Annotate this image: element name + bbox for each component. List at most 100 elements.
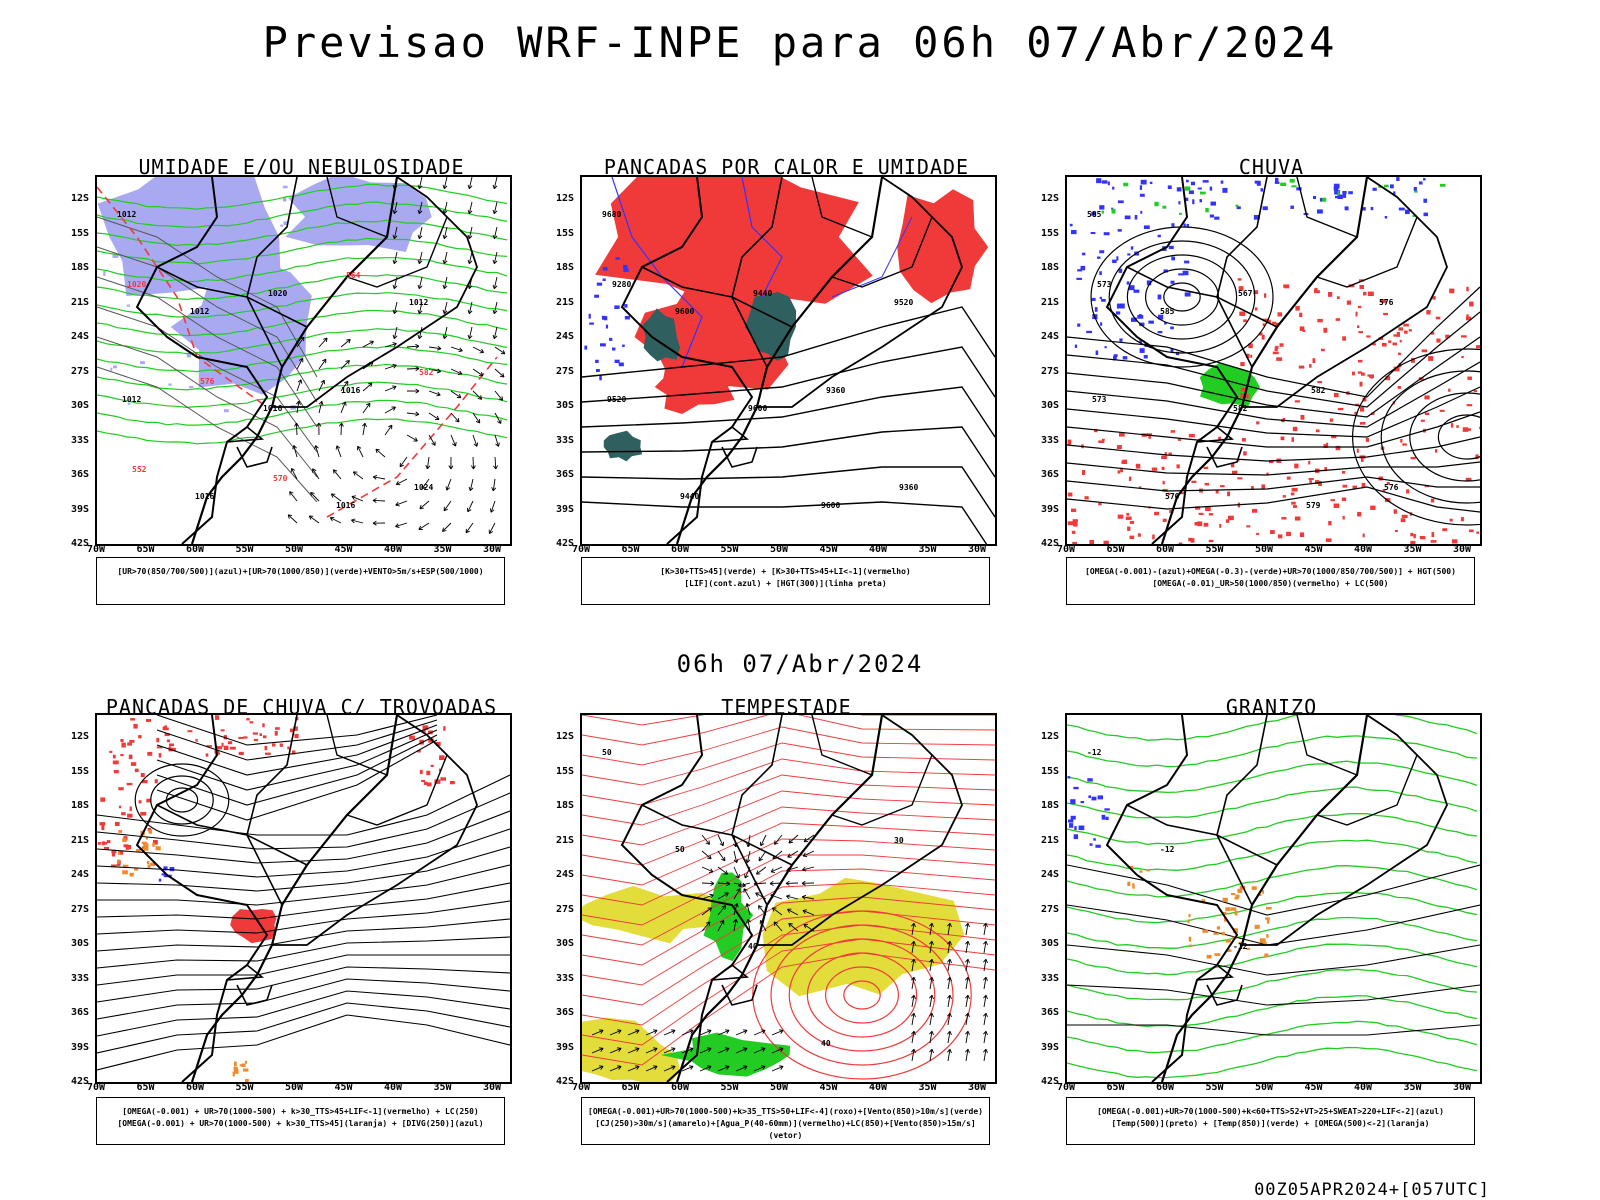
storm-red bbox=[249, 721, 254, 724]
wind-vector bbox=[735, 873, 740, 879]
wind-vector bbox=[393, 301, 398, 314]
rain-red bbox=[1419, 536, 1426, 540]
rain-red bbox=[1397, 386, 1401, 389]
rain-red bbox=[1428, 356, 1434, 361]
wind-vector bbox=[322, 358, 327, 364]
wind-vector bbox=[494, 346, 506, 355]
storm-orange bbox=[148, 829, 153, 834]
storm-red bbox=[438, 768, 441, 772]
wind-vector bbox=[443, 326, 448, 339]
storm-red bbox=[99, 822, 106, 826]
border-line bbox=[1242, 715, 1448, 946]
uruguay-border bbox=[1206, 446, 1243, 468]
rain-red bbox=[1121, 460, 1126, 464]
rain-red bbox=[1205, 506, 1211, 511]
rain-red bbox=[1361, 482, 1366, 488]
wind-vector bbox=[965, 1012, 970, 1018]
wind-vector bbox=[392, 234, 398, 240]
rain-red bbox=[1476, 345, 1480, 349]
storm-red bbox=[293, 726, 298, 731]
omega500-orange bbox=[1266, 918, 1270, 924]
forecast-map: 50 50 40 40 30 bbox=[580, 713, 997, 1084]
wind-vector bbox=[756, 866, 767, 875]
wind-vector bbox=[392, 385, 397, 390]
latitude-tick: 15S bbox=[71, 227, 90, 239]
storm-red bbox=[253, 738, 259, 742]
contour-label: 9440 bbox=[680, 492, 699, 501]
wind-vector bbox=[803, 924, 808, 929]
legend-text: [LIF](cont.azul) + [HGT(300)](linha pret… bbox=[684, 579, 887, 588]
wind-vector bbox=[468, 201, 473, 214]
omega-blue bbox=[1139, 322, 1145, 327]
wind-vector bbox=[362, 423, 366, 436]
rain-red bbox=[1393, 334, 1399, 337]
wind-vector bbox=[292, 445, 298, 450]
rain-red bbox=[1466, 316, 1472, 321]
streamline bbox=[97, 846, 510, 892]
wind-vector bbox=[591, 1029, 604, 1036]
omega-blue bbox=[1164, 322, 1167, 325]
rain-red bbox=[1380, 299, 1387, 303]
legend-text: [OMEGA(-0.01)_UR>50(1000/850)(vermelho) … bbox=[1152, 579, 1389, 588]
contour-label: 1020 bbox=[268, 289, 287, 298]
precipitable-water-red bbox=[582, 896, 995, 986]
omega-blue bbox=[1335, 195, 1341, 199]
storm-red bbox=[426, 770, 431, 776]
wind-vector bbox=[705, 840, 710, 845]
wind-vector bbox=[911, 959, 915, 972]
latitude-tick: 36S bbox=[1041, 1007, 1060, 1018]
omega-green bbox=[1337, 191, 1340, 196]
wind-vector bbox=[415, 388, 420, 394]
wind-vector bbox=[911, 958, 916, 964]
rain-red bbox=[1335, 445, 1341, 451]
wind-vector bbox=[392, 363, 397, 369]
hail-blue bbox=[1088, 795, 1091, 799]
storm-red bbox=[187, 730, 193, 733]
omega-blue bbox=[1127, 253, 1131, 256]
wind-vector bbox=[717, 882, 731, 885]
wind-vector bbox=[450, 434, 457, 447]
wind-vector bbox=[418, 251, 423, 264]
rain-red bbox=[1411, 357, 1415, 363]
omega-green bbox=[1384, 184, 1389, 188]
rain-red bbox=[1219, 524, 1222, 528]
wind-vector bbox=[392, 334, 398, 340]
wind-vector bbox=[965, 940, 970, 946]
contour-label: 582 bbox=[419, 368, 434, 377]
wind-vector bbox=[340, 401, 346, 414]
contour-label: 1016 bbox=[336, 501, 355, 510]
wind-vector bbox=[308, 515, 314, 520]
wind-vector bbox=[772, 850, 783, 860]
wind-vector bbox=[774, 840, 779, 845]
wind-vector bbox=[468, 486, 474, 492]
longitude-tick: 60W bbox=[186, 1082, 205, 1093]
rain-red bbox=[1241, 438, 1246, 442]
wind-vector bbox=[599, 1029, 604, 1034]
contour-label: 585 bbox=[1087, 210, 1102, 219]
omega500-orange bbox=[1266, 907, 1272, 910]
wind-vector bbox=[450, 390, 462, 399]
wind-vector bbox=[395, 501, 400, 507]
lif-contour bbox=[831, 216, 913, 298]
wind-vector bbox=[493, 326, 498, 339]
rain-red bbox=[1256, 421, 1260, 425]
storm-red bbox=[252, 732, 258, 735]
wind-vector bbox=[362, 422, 367, 428]
temp500-black bbox=[1067, 1024, 1480, 1036]
wind-vector bbox=[488, 529, 494, 534]
divergence-blue bbox=[163, 866, 168, 871]
rain-red bbox=[1408, 329, 1412, 332]
wind-vector bbox=[384, 364, 397, 370]
wind-vector bbox=[755, 870, 761, 875]
omega-blue bbox=[1091, 211, 1097, 216]
streamline bbox=[156, 715, 438, 746]
contour-label: 1012 bbox=[122, 395, 141, 404]
rain-red bbox=[1341, 497, 1347, 501]
humidity-shade bbox=[145, 199, 152, 202]
omega-blue bbox=[1260, 188, 1264, 192]
wind-vector bbox=[351, 519, 364, 524]
border-line bbox=[757, 177, 963, 408]
wind-vector bbox=[289, 491, 294, 496]
omega500-orange bbox=[1234, 910, 1238, 916]
storm-red bbox=[133, 723, 138, 729]
